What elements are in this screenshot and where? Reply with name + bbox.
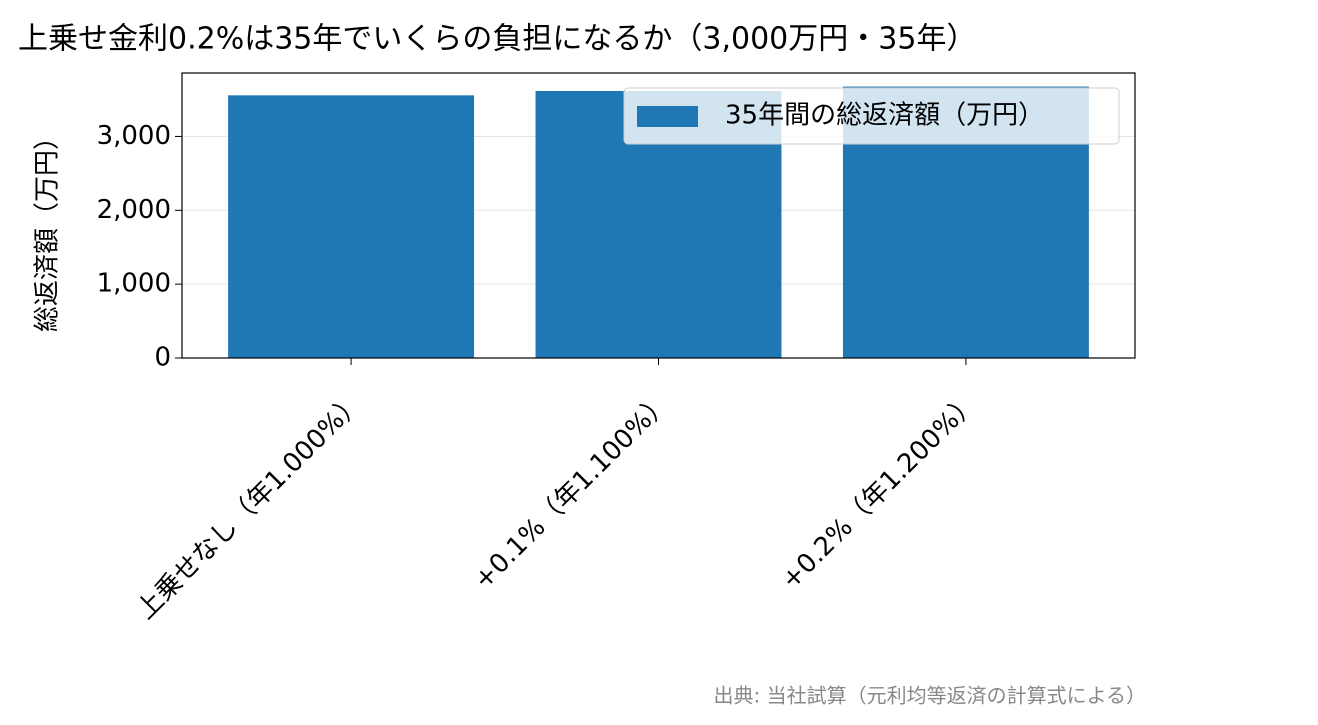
source-note: 出典: 当社試算（元利均等返済の計算式による） xyxy=(714,684,1147,708)
y-tick-label: 1,000 xyxy=(97,269,171,299)
y-tick-label: 3,000 xyxy=(97,121,171,151)
legend-label: 35年間の総返済額（万円） xyxy=(725,101,1044,131)
bar xyxy=(228,95,475,358)
legend-swatch xyxy=(637,106,698,127)
legend-box xyxy=(623,87,1120,145)
plot-frame xyxy=(181,72,1136,359)
y-axis-label: 総返済額（万円） xyxy=(33,124,63,332)
y-tick-label: 0 xyxy=(154,343,171,373)
chart-title: 上乗せ金利0.2%は35年でいくらの負担になるか（3,000万円・35年） xyxy=(18,22,976,57)
y-tick-label: 2,000 xyxy=(97,195,171,225)
